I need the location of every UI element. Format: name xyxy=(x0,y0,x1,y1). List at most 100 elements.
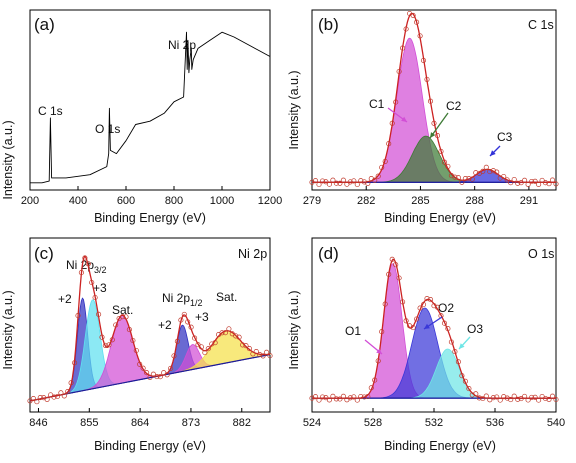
panel-c-data-point xyxy=(68,380,74,386)
panel-d-data-point xyxy=(389,256,395,262)
panel-d-data-point xyxy=(542,395,549,402)
panel-c-data-point xyxy=(233,333,239,339)
panel-c-frame xyxy=(29,237,271,413)
panel-c-data-point xyxy=(168,365,174,371)
panel-c-data-point xyxy=(109,337,115,343)
panel-b-xtick-label: 279 xyxy=(303,195,321,207)
panel-a-ylabel: Intensity (a.u.) xyxy=(1,120,15,199)
peak-label-c1: C1 xyxy=(369,97,385,111)
panel-d-data-point xyxy=(441,320,448,326)
panel-b-data-point xyxy=(532,178,538,184)
panel-d-data-point xyxy=(351,394,357,400)
panel-d-data-point xyxy=(469,392,475,398)
peak-label-o3: O3 xyxy=(467,322,483,336)
panel-d-data-point xyxy=(420,302,427,308)
panel-c-data-point xyxy=(246,346,252,352)
panel-c-data-point xyxy=(171,353,177,359)
panel-b-data-point xyxy=(459,179,465,185)
panel-b-data-point xyxy=(518,180,524,186)
panel-d-xtick-label: 540 xyxy=(547,417,565,429)
panel-c-data-point xyxy=(120,314,126,320)
panel-d-data-point xyxy=(368,385,374,391)
panel-c-data-point xyxy=(174,338,180,344)
panel-d-data-point xyxy=(372,377,378,383)
panel-d-data-point xyxy=(466,386,472,392)
panel-d-data-point xyxy=(494,394,500,400)
panel-b-data-point xyxy=(452,174,458,180)
panel-c-data-point xyxy=(181,311,187,317)
arrow-o2-head xyxy=(424,323,430,329)
panel-b-label: (b) xyxy=(318,15,339,34)
panel-c-data-point xyxy=(192,335,198,341)
panel-d-data-point xyxy=(319,394,326,400)
ni-12-plus2-label: +2 xyxy=(158,318,172,332)
panel-d-data-point xyxy=(445,326,451,332)
panel-b-data-point xyxy=(347,179,353,185)
peak-label-o2: O2 xyxy=(438,301,454,315)
panel-c-data-point xyxy=(34,399,40,405)
arrow-c3-head xyxy=(490,150,496,156)
panel-b-data-point xyxy=(354,181,360,188)
panel-b-data-point xyxy=(466,176,472,182)
panel-c-xtick-label: 864 xyxy=(131,417,149,429)
ni-32-plus3-label: +3 xyxy=(93,281,107,295)
panel-b-data-point xyxy=(379,164,385,170)
panel-c-ni2p: Intensity (a.u.) Binding Energy (eV) (c)… xyxy=(1,237,273,453)
panel-c-data-point xyxy=(106,342,112,348)
panel-c-data-point xyxy=(61,393,67,399)
panel-c-data-point xyxy=(257,352,263,358)
panel-b-data-point xyxy=(434,133,441,139)
panel-c-data-point xyxy=(85,261,91,267)
ni-12-plus3-label: +3 xyxy=(195,310,209,324)
panel-d-data-point xyxy=(448,339,454,345)
panel-d-data-point xyxy=(414,316,420,322)
panel-a-xtick-label: 400 xyxy=(69,195,87,207)
panel-c-data-point xyxy=(140,365,146,371)
panel-d-data-point xyxy=(337,396,343,402)
panel-d-label: (d) xyxy=(318,244,339,263)
panel-a-xlabel: Binding Energy (eV) xyxy=(94,211,206,225)
panel-d-data-point xyxy=(490,395,496,401)
panel-c-data-point xyxy=(113,322,119,328)
ni-12-sat-label: Sat. xyxy=(216,290,237,304)
panel-b-data-point xyxy=(382,158,388,164)
panel-b-data-point xyxy=(487,169,493,175)
panel-b-data-point xyxy=(504,177,510,183)
panel-c-data-point xyxy=(126,327,132,333)
panel-b-xtick-label: 282 xyxy=(357,195,375,207)
panel-d-ylabel: Intensity (a.u.) xyxy=(287,290,301,369)
panel-d-data-point xyxy=(400,299,406,305)
panel-c-data-point xyxy=(164,372,170,378)
panel-d-data-point xyxy=(536,397,542,403)
panel-c-data-point xyxy=(99,334,105,340)
panel-d-data-point xyxy=(340,393,346,399)
panel-b-data-point xyxy=(389,120,395,126)
panel-c-data-point xyxy=(178,317,184,323)
panel-b-data-point xyxy=(375,173,381,179)
panel-d-data-point xyxy=(403,318,409,324)
panel-d-data-point xyxy=(386,271,392,277)
panel-c-data-point xyxy=(137,361,143,367)
panel-a-xtick-label: 200 xyxy=(21,195,39,207)
panel-b-xtick-label: 288 xyxy=(465,195,483,207)
ni-32-sat-label: Sat. xyxy=(112,303,133,317)
panel-c-data-point xyxy=(267,353,273,359)
panel-b-data-point xyxy=(490,168,496,174)
panel-b-data-point xyxy=(522,177,528,183)
panel-c-xtick-label: 873 xyxy=(182,417,200,429)
panel-c-xlabel: Binding Energy (eV) xyxy=(94,439,206,453)
arrow-c2-head xyxy=(430,132,436,138)
panel-a-annotation-ni2p: Ni 2p xyxy=(168,38,196,52)
panel-c-data-point xyxy=(209,341,215,347)
panel-d-data-point xyxy=(529,394,535,400)
panel-b-data-point xyxy=(438,148,444,154)
panel-b-data-point xyxy=(515,180,521,186)
panel-d-data-point xyxy=(473,391,479,397)
panel-c-data-point xyxy=(260,353,266,359)
panel-b-data-point xyxy=(417,33,423,39)
panel-b-data-point xyxy=(344,181,350,187)
panel-b-data-point xyxy=(536,181,542,187)
panel-b-data-point xyxy=(358,178,364,184)
panel-b-data-point xyxy=(410,12,416,18)
